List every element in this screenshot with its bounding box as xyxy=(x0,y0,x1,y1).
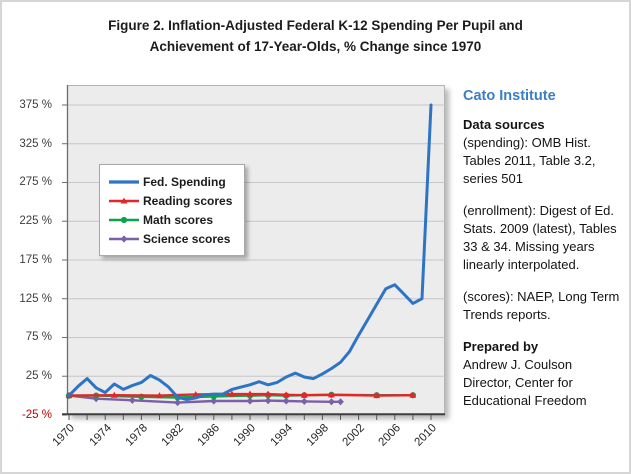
legend-swatch xyxy=(109,216,139,223)
legend-label: Reading scores xyxy=(143,193,233,208)
x-tick-label: 1978 xyxy=(123,422,150,449)
notes-body: (enrollment): Digest of Ed. Stats. 2009 … xyxy=(463,203,617,272)
y-tick-label: 375 % xyxy=(19,98,52,111)
x-tick-label: 1990 xyxy=(231,422,259,449)
notes-panel: Cato Institute Data sources (spending): … xyxy=(463,88,623,424)
legend-label: Science scores xyxy=(143,231,231,246)
x-axis: 1970 1974 1978 1982 1986 1990 1994 1998 2002 2006… xyxy=(51,419,445,469)
y-tick-label: 275 % xyxy=(19,176,52,189)
figure-title-line2: Achievement of 17-Year-Olds, % Change si… xyxy=(149,39,482,54)
notes-body: Andrew J. Coulson Director, Center for E… xyxy=(463,357,587,408)
brand-cato-institute: Cato Institute xyxy=(463,88,556,104)
x-tick-label: 1986 xyxy=(195,422,223,449)
legend-item-science-scores: Science scores xyxy=(108,229,232,248)
legend-swatch xyxy=(109,234,139,243)
y-tick-label: 225 % xyxy=(19,215,52,228)
legend-label: Math scores xyxy=(143,212,214,227)
legend-swatch xyxy=(109,179,139,184)
notes-data-sources-enrollment: (enrollment): Digest of Ed. Stats. 2009 … xyxy=(463,202,623,274)
x-tick-label: 2006 xyxy=(376,422,404,449)
notes-prepared-by: Prepared by Andrew J. Coulson Director, … xyxy=(463,338,623,410)
notes-body: (spending): OMB Hist. Tables 2011, Table… xyxy=(463,135,596,186)
y-tick-label: 75 % xyxy=(25,331,52,344)
y-tick-label: 25 % xyxy=(25,370,52,383)
x-tick-label: 1974 xyxy=(87,422,114,449)
y-axis: 375 % 325 % 275 % 225 % 175 % 125 % 75 % 25 % -2… xyxy=(2,85,61,421)
y-tick-label: 325 % xyxy=(19,137,52,150)
y-tick-label: -25 % xyxy=(21,408,52,421)
notes-data-sources-scores: (scores): NAEP, Long Term Trends reports… xyxy=(463,288,623,324)
legend-item-fed-spending: Fed. Spending xyxy=(108,172,232,191)
figure-title-line1: Figure 2. Inflation-Adjusted Federal K-1… xyxy=(108,18,523,33)
legend-label: Fed. Spending xyxy=(143,174,226,189)
legend-item-math-scores: Math scores xyxy=(108,210,232,229)
legend-item-reading-scores: Reading scores xyxy=(108,191,232,210)
x-tick-label: 1982 xyxy=(159,422,187,449)
x-tick-label: 1970 xyxy=(50,422,78,449)
notes-heading: Data sources xyxy=(463,117,545,132)
x-tick-label: 1994 xyxy=(268,422,295,449)
legend: Fed. Spending Reading scores Math scores Sc… xyxy=(99,164,246,256)
x-tick-label: 2010 xyxy=(412,422,440,449)
notes-heading: Prepared by xyxy=(463,339,539,354)
legend-swatch xyxy=(109,197,139,203)
x-tick-label: 2002 xyxy=(340,422,368,449)
figure-title: Figure 2. Inflation-Adjusted Federal K-1… xyxy=(2,15,629,57)
x-tick-label: 1998 xyxy=(304,422,331,449)
notes-body: (scores): NAEP, Long Term Trends reports… xyxy=(463,289,620,322)
y-tick-label: 175 % xyxy=(19,253,52,266)
notes-data-sources-spending: Data sources (spending): OMB Hist. Table… xyxy=(463,116,623,188)
y-tick-label: 125 % xyxy=(19,292,52,305)
